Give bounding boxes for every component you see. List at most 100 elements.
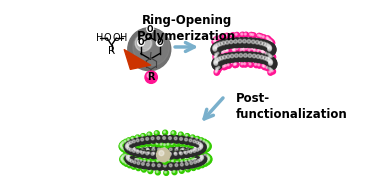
- Circle shape: [271, 54, 273, 56]
- Circle shape: [267, 51, 269, 53]
- Circle shape: [269, 67, 271, 69]
- Circle shape: [240, 62, 245, 67]
- Circle shape: [136, 158, 141, 163]
- Circle shape: [191, 153, 193, 155]
- Circle shape: [197, 141, 204, 148]
- Circle shape: [125, 155, 132, 162]
- Circle shape: [124, 153, 129, 158]
- Circle shape: [200, 155, 203, 158]
- Circle shape: [139, 137, 147, 144]
- Circle shape: [257, 34, 259, 36]
- Circle shape: [249, 47, 255, 52]
- Circle shape: [163, 155, 164, 156]
- Circle shape: [179, 168, 184, 173]
- Circle shape: [189, 150, 192, 153]
- Circle shape: [164, 160, 166, 162]
- Circle shape: [186, 134, 187, 136]
- Circle shape: [171, 159, 176, 164]
- Circle shape: [187, 151, 189, 152]
- Circle shape: [270, 55, 276, 60]
- Circle shape: [214, 52, 219, 58]
- Circle shape: [192, 144, 197, 149]
- Circle shape: [163, 150, 167, 155]
- Circle shape: [191, 166, 196, 171]
- Circle shape: [160, 158, 165, 163]
- Circle shape: [152, 159, 156, 164]
- Circle shape: [232, 38, 242, 48]
- Circle shape: [214, 69, 220, 74]
- Circle shape: [185, 162, 188, 165]
- Circle shape: [222, 41, 225, 45]
- Circle shape: [230, 54, 234, 58]
- Circle shape: [143, 159, 148, 164]
- Circle shape: [248, 49, 250, 51]
- Circle shape: [135, 35, 152, 51]
- Circle shape: [136, 143, 140, 148]
- Circle shape: [157, 151, 162, 156]
- Circle shape: [135, 149, 143, 157]
- Circle shape: [127, 157, 129, 160]
- Text: O: O: [112, 33, 120, 43]
- Circle shape: [203, 161, 208, 166]
- Circle shape: [190, 135, 195, 140]
- Circle shape: [201, 156, 204, 159]
- Circle shape: [144, 151, 146, 153]
- Circle shape: [181, 155, 183, 156]
- Circle shape: [220, 51, 222, 53]
- Circle shape: [251, 52, 260, 62]
- Circle shape: [215, 55, 220, 60]
- Circle shape: [235, 47, 240, 52]
- Circle shape: [132, 155, 137, 160]
- Circle shape: [139, 151, 144, 156]
- Circle shape: [133, 161, 136, 164]
- Circle shape: [132, 146, 134, 148]
- Circle shape: [136, 139, 139, 142]
- Circle shape: [151, 152, 154, 155]
- Circle shape: [222, 51, 224, 53]
- Circle shape: [174, 162, 181, 170]
- Circle shape: [192, 166, 194, 168]
- Circle shape: [161, 159, 163, 161]
- Circle shape: [189, 149, 196, 156]
- Circle shape: [190, 150, 193, 153]
- Circle shape: [226, 48, 228, 50]
- Circle shape: [188, 143, 190, 145]
- Circle shape: [250, 38, 259, 48]
- Circle shape: [252, 54, 256, 58]
- Circle shape: [218, 37, 221, 39]
- Circle shape: [214, 41, 224, 51]
- Circle shape: [200, 163, 204, 168]
- Circle shape: [121, 143, 122, 145]
- Circle shape: [136, 152, 141, 157]
- Circle shape: [260, 49, 262, 51]
- Circle shape: [153, 150, 155, 152]
- Circle shape: [180, 149, 183, 152]
- Circle shape: [266, 46, 276, 55]
- Circle shape: [268, 52, 270, 54]
- Circle shape: [137, 153, 139, 155]
- Circle shape: [223, 64, 229, 69]
- Circle shape: [139, 153, 144, 158]
- Circle shape: [214, 62, 218, 65]
- Circle shape: [239, 54, 243, 57]
- Circle shape: [194, 158, 195, 160]
- Circle shape: [247, 48, 253, 53]
- Circle shape: [262, 64, 264, 67]
- Circle shape: [174, 137, 177, 140]
- Circle shape: [257, 63, 262, 68]
- Circle shape: [214, 70, 219, 75]
- Circle shape: [188, 138, 195, 145]
- Circle shape: [258, 64, 260, 66]
- Circle shape: [138, 40, 144, 46]
- Circle shape: [212, 60, 222, 70]
- Circle shape: [235, 33, 237, 35]
- Circle shape: [207, 155, 212, 160]
- Circle shape: [193, 140, 196, 143]
- Circle shape: [143, 168, 144, 170]
- Circle shape: [184, 159, 189, 164]
- Circle shape: [266, 50, 271, 55]
- Circle shape: [126, 143, 129, 146]
- Circle shape: [225, 48, 230, 53]
- Circle shape: [175, 148, 178, 151]
- Circle shape: [185, 149, 188, 152]
